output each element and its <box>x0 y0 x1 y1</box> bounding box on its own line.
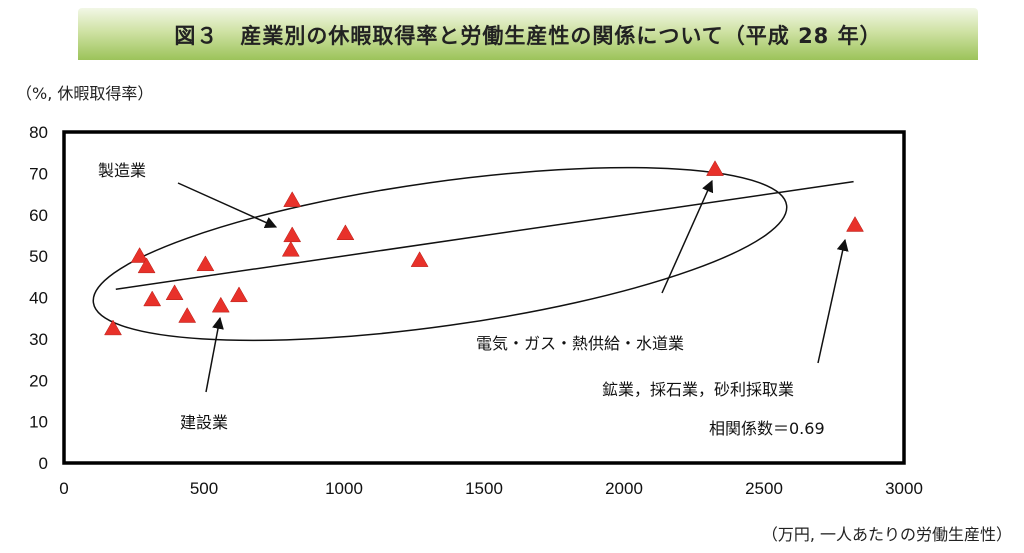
annotation-label: 製造業 <box>98 161 146 180</box>
data-point-triangle <box>211 296 230 313</box>
chart-title: 図３ 産業別の休暇取得率と労働生産性の関係について（平成 28 年） <box>174 24 882 48</box>
y-tick-label: 60 <box>29 206 48 225</box>
trendline-layer <box>115 180 854 290</box>
y-tick-label: 30 <box>29 330 48 349</box>
data-point-triangle <box>283 226 302 243</box>
y-tick-label: 50 <box>29 247 48 266</box>
x-tick-label: 2000 <box>605 479 643 498</box>
data-point-triangle <box>130 247 149 263</box>
y-axis-label: （%, 休暇取得率） <box>16 84 154 103</box>
data-point-triangle <box>143 290 162 307</box>
x-tick-label: 500 <box>190 479 218 498</box>
data-point-triangle <box>178 307 197 323</box>
annotation-label: 相関係数＝0.69 <box>709 419 825 438</box>
y-tick-label: 0 <box>39 454 48 473</box>
y-tick-label: 20 <box>29 371 48 390</box>
data-point-triangle <box>336 224 355 240</box>
x-axis-label: （万円, 一人あたりの労働生産性） <box>761 525 1012 544</box>
annotation-label: 鉱業，採石業，砂利採取業 <box>602 380 794 399</box>
data-point-triangle <box>230 286 248 303</box>
annotation-label: 建設業 <box>180 413 228 432</box>
x-tick-label: 3000 <box>885 479 923 498</box>
data-point-triangle <box>283 191 302 207</box>
data-point-triangle <box>137 257 156 274</box>
y-tick-label: 70 <box>29 164 48 183</box>
x-tick-label: 2500 <box>745 479 783 498</box>
data-point-triangle <box>846 216 864 232</box>
x-tick-label: 0 <box>59 479 68 498</box>
x-tick-label: 1000 <box>325 479 363 498</box>
grouping-ellipse <box>92 166 788 342</box>
y-tick-label: 10 <box>29 413 48 432</box>
axis-ticks: 0 10 20 30 40 50 60 70 80 0 500 1000 1500 2000 2500 300… <box>29 123 923 498</box>
data-point-triangle <box>196 255 215 272</box>
data-point-triangle <box>165 284 184 300</box>
data-point-triangle <box>281 240 300 257</box>
annotation-label: 電気・ガス・熱供給・水道業 <box>476 334 684 353</box>
plot-frame <box>62 130 906 465</box>
data-point-triangle <box>104 319 122 336</box>
arrow-construction <box>205 316 224 393</box>
data-points <box>104 160 864 336</box>
x-tick-label: 1500 <box>465 479 503 498</box>
y-tick-label: 40 <box>29 289 48 308</box>
arrow-utilities <box>661 179 714 294</box>
arrow-mining <box>817 238 849 364</box>
title-banner: 図３ 産業別の休暇取得率と労働生産性の関係について（平成 28 年） <box>78 8 978 60</box>
trendline <box>115 180 854 290</box>
arrow-manufacturing <box>177 182 278 229</box>
y-tick-label: 80 <box>29 123 48 142</box>
data-point-triangle <box>706 160 724 176</box>
data-point-triangle <box>410 251 429 267</box>
annotation-shapes <box>92 166 849 393</box>
